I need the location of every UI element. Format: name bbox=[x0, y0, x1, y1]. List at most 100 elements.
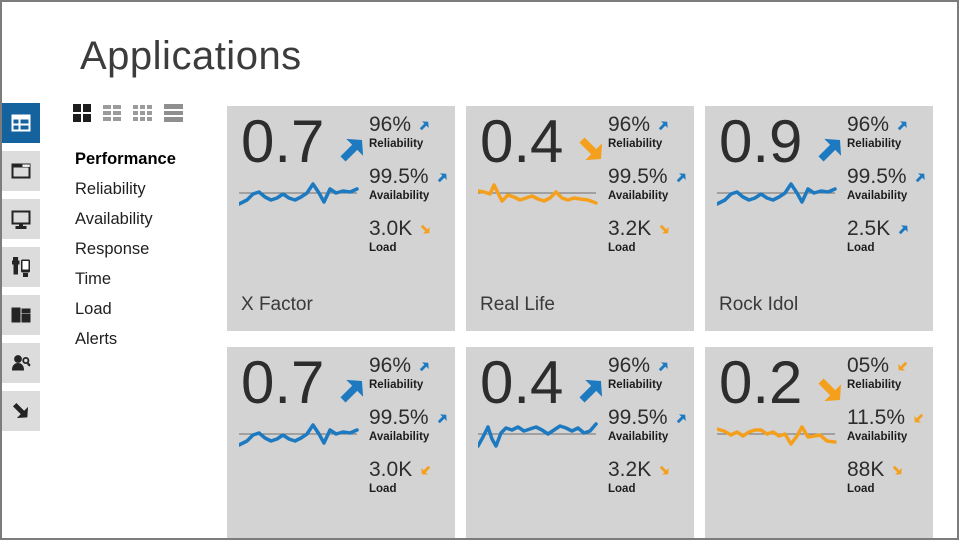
stat-reliability: 96% Reliability bbox=[608, 354, 688, 391]
app-tile-x-factor[interactable]: 0.7 96% Reliability 99.5% Availability 3… bbox=[227, 106, 455, 331]
app-tile-6[interactable]: 0.2 05% Reliability 11.5% Availability 8… bbox=[705, 347, 933, 538]
menu-item-performance[interactable]: Performance bbox=[75, 150, 176, 168]
tools-wrench-icon bbox=[12, 257, 30, 277]
trend-arrow-icon bbox=[340, 379, 364, 403]
trend-arrow-icon bbox=[579, 379, 603, 403]
large-tiles-view-icon[interactable] bbox=[73, 104, 91, 122]
stat-arrow-icon bbox=[659, 465, 669, 475]
stat-label: Load bbox=[608, 483, 636, 495]
menu-item-alerts[interactable]: Alerts bbox=[75, 330, 118, 348]
medium-tiles-view-icon[interactable] bbox=[103, 105, 121, 121]
stat-list: 96% Reliability 99.5% Availability 3.0K … bbox=[369, 354, 449, 510]
stat-label: Load bbox=[369, 242, 397, 254]
sparkline bbox=[237, 179, 359, 213]
tile-title: X Factor bbox=[241, 294, 313, 315]
sparkline bbox=[476, 179, 598, 213]
stat-value: 05% bbox=[847, 354, 890, 377]
app-tile-5[interactable]: 0.4 96% Reliability 99.5% Availability 3… bbox=[466, 347, 694, 538]
stat-list: 96% Reliability 99.5% Availability 3.2K … bbox=[608, 113, 688, 269]
stat-label: Reliability bbox=[608, 138, 663, 150]
score-row: 0.4 bbox=[480, 106, 608, 178]
menu-item-reliability[interactable]: Reliability bbox=[75, 180, 146, 198]
stat-arrow-icon bbox=[421, 465, 431, 475]
user-key-icon bbox=[11, 355, 31, 371]
tile-grid: 0.7 96% Reliability 99.5% Availability 3… bbox=[227, 106, 933, 538]
score-row: 0.7 bbox=[241, 347, 369, 419]
stat-arrow-icon bbox=[658, 361, 668, 371]
stat-value: 96% bbox=[608, 113, 651, 136]
stat-load: 3.2K Load bbox=[608, 217, 688, 254]
stat-reliability: 05% Reliability bbox=[847, 354, 925, 391]
small-tiles-view-icon[interactable] bbox=[133, 105, 152, 121]
sidebar-item-dashboard[interactable] bbox=[2, 103, 40, 143]
stat-arrow-icon bbox=[676, 172, 686, 182]
list-view-icon[interactable] bbox=[164, 104, 183, 122]
stat-list: 96% Reliability 99.5% Availability 3.2K … bbox=[608, 354, 688, 510]
stat-label: Reliability bbox=[369, 138, 424, 150]
stat-arrow-icon bbox=[658, 120, 668, 130]
sparkline bbox=[715, 420, 837, 454]
trend-arrow-icon bbox=[579, 137, 603, 161]
stat-value: 99.5% bbox=[608, 165, 668, 188]
stat-value: 3.0K bbox=[369, 217, 413, 240]
stat-value: 3.2K bbox=[608, 217, 652, 240]
stat-label: Load bbox=[847, 242, 875, 254]
stat-availability: 11.5% Availability bbox=[847, 406, 925, 443]
stat-arrow-icon bbox=[420, 224, 430, 234]
stat-label: Load bbox=[369, 483, 397, 495]
stat-load: 2.5K Load bbox=[847, 217, 927, 254]
menu-item-load[interactable]: Load bbox=[75, 300, 112, 318]
tile-title: Real Life bbox=[480, 294, 555, 315]
menu-item-response[interactable]: Response bbox=[75, 240, 150, 258]
stat-availability: 99.5% Availability bbox=[369, 406, 449, 443]
sidebar-item-export[interactable] bbox=[2, 391, 40, 431]
metric-menu: Performance Reliability Availability Res… bbox=[75, 144, 176, 354]
sidebar-item-monitor[interactable] bbox=[2, 199, 40, 239]
stat-arrow-icon bbox=[893, 465, 903, 475]
stat-availability: 99.5% Availability bbox=[608, 406, 688, 443]
sidebar bbox=[2, 103, 42, 439]
stat-list: 96% Reliability 99.5% Availability 2.5K … bbox=[847, 113, 927, 269]
sidebar-item-user-access[interactable] bbox=[2, 343, 40, 383]
stat-value: 96% bbox=[369, 113, 412, 136]
score-value: 0.4 bbox=[480, 108, 564, 175]
score-row: 0.7 bbox=[241, 106, 369, 178]
app-tile-4[interactable]: 0.7 96% Reliability 99.5% Availability 3… bbox=[227, 347, 455, 538]
stat-label: Availability bbox=[847, 190, 908, 202]
trend-arrow-icon bbox=[340, 138, 364, 162]
tiles-blocks-icon bbox=[11, 307, 31, 323]
menu-item-availability[interactable]: Availability bbox=[75, 210, 153, 228]
stat-value: 11.5% bbox=[847, 406, 905, 429]
trend-arrow-icon bbox=[818, 138, 842, 162]
stat-value: 99.5% bbox=[369, 165, 429, 188]
stat-label: Reliability bbox=[369, 379, 424, 391]
stat-arrow-icon bbox=[437, 413, 447, 423]
stat-arrow-icon bbox=[659, 224, 669, 234]
table-dashboard-icon bbox=[11, 114, 31, 132]
app-tile-rock-idol[interactable]: 0.9 96% Reliability 99.5% Availability 2… bbox=[705, 106, 933, 331]
stat-label: Availability bbox=[369, 190, 430, 202]
stat-reliability: 96% Reliability bbox=[608, 113, 688, 150]
stat-value: 99.5% bbox=[369, 406, 429, 429]
stat-label: Reliability bbox=[847, 138, 902, 150]
score-value: 0.9 bbox=[719, 108, 803, 175]
sidebar-item-tools[interactable] bbox=[2, 247, 40, 287]
window-icon bbox=[11, 163, 31, 179]
stat-label: Reliability bbox=[608, 379, 663, 391]
stat-value: 88K bbox=[847, 458, 885, 481]
app-tile-real-life[interactable]: 0.4 96% Reliability 99.5% Availability 3… bbox=[466, 106, 694, 331]
stat-reliability: 96% Reliability bbox=[847, 113, 927, 150]
stat-availability: 99.5% Availability bbox=[847, 165, 927, 202]
score-value: 0.7 bbox=[241, 349, 325, 416]
stat-label: Load bbox=[608, 242, 636, 254]
sidebar-item-window[interactable] bbox=[2, 151, 40, 191]
stat-list: 05% Reliability 11.5% Availability 88K L… bbox=[847, 354, 925, 510]
menu-item-time[interactable]: Time bbox=[75, 270, 112, 288]
score-row: 0.2 bbox=[719, 347, 847, 419]
sidebar-item-tiles[interactable] bbox=[2, 295, 40, 335]
trend-arrow-icon bbox=[818, 378, 842, 402]
stat-arrow-icon bbox=[676, 413, 686, 423]
stat-load: 3.0K Load bbox=[369, 458, 449, 495]
stat-arrow-icon bbox=[914, 413, 924, 423]
